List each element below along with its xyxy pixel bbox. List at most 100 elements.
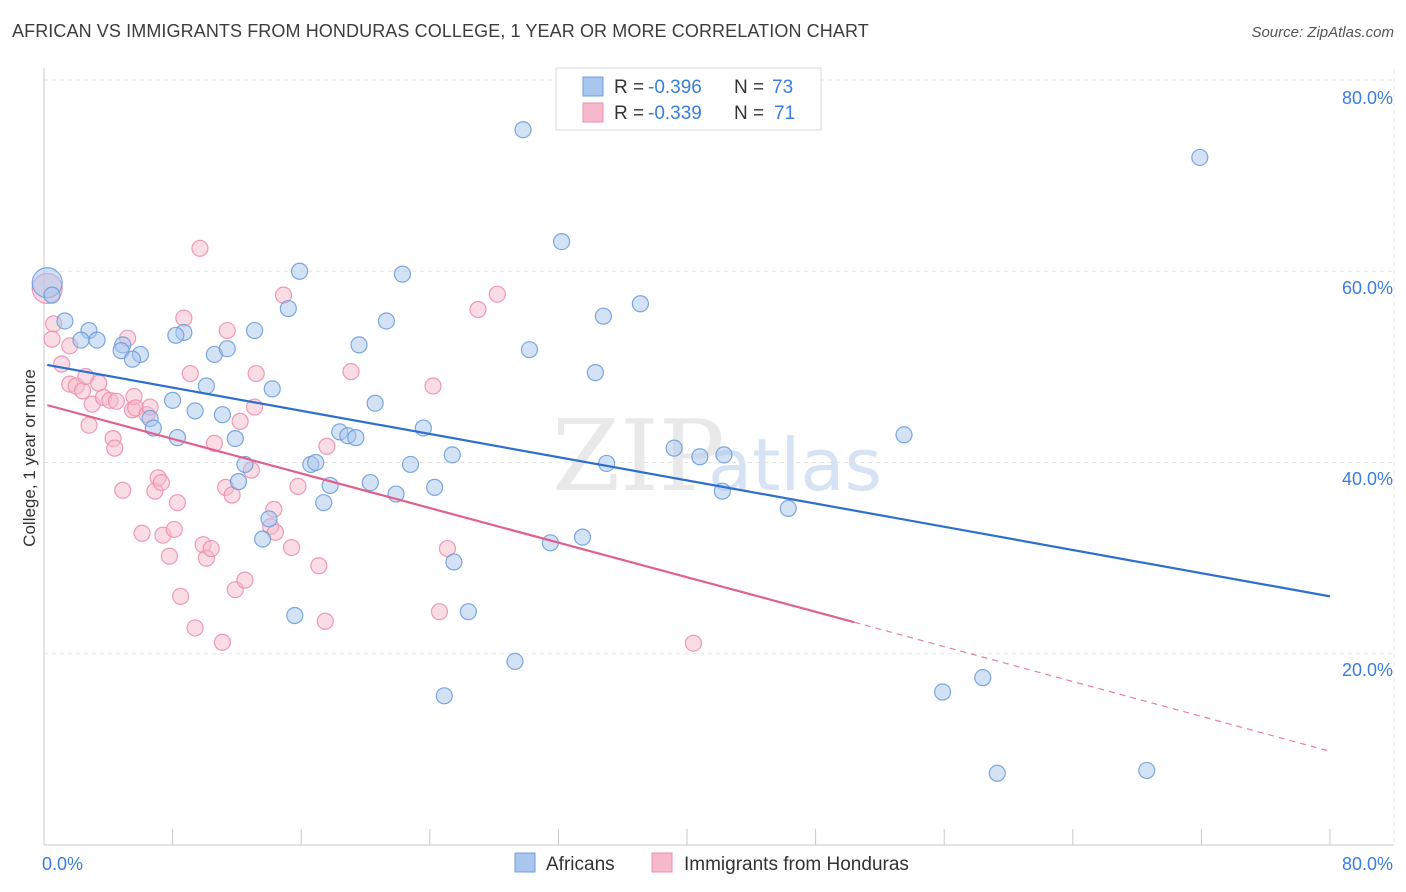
africans-point xyxy=(506,652,524,671)
africans-point xyxy=(263,380,281,398)
africans-point xyxy=(594,307,613,325)
africans-point xyxy=(445,553,463,571)
africans-point xyxy=(1138,761,1156,780)
honduras-point xyxy=(424,377,442,395)
africans-point xyxy=(72,331,90,349)
africans-point xyxy=(350,336,368,354)
bottom-legend-label-africans: Africans xyxy=(546,854,615,875)
africans-point xyxy=(974,669,992,687)
honduras-point xyxy=(310,557,328,575)
africans-point xyxy=(245,321,264,340)
africans-point xyxy=(443,446,461,464)
honduras-point xyxy=(43,330,61,348)
africans-point xyxy=(307,453,325,472)
bottom-legend: Africans Immigrants from Honduras xyxy=(514,852,909,875)
africans-point xyxy=(553,233,571,251)
y-tick-label-40: 40.0% xyxy=(1342,469,1393,489)
bottom-legend-swatch-honduras xyxy=(651,852,673,873)
trend-lines xyxy=(46,363,1331,752)
axes xyxy=(43,68,1394,846)
africans-point xyxy=(88,331,106,349)
honduras-point xyxy=(80,416,98,434)
africans-point xyxy=(123,350,142,368)
africans-point xyxy=(426,478,444,496)
africans-point xyxy=(393,265,412,283)
honduras-point xyxy=(175,309,193,327)
honduras-point xyxy=(160,547,178,565)
africans-point xyxy=(286,606,304,625)
legend-swatch-africans xyxy=(582,76,604,97)
honduras-point xyxy=(172,587,190,605)
africans-point xyxy=(218,340,236,358)
africans-point xyxy=(260,510,278,528)
africans-point xyxy=(665,439,683,457)
africans-point xyxy=(933,683,952,701)
africans-point xyxy=(290,262,309,280)
honduras-point xyxy=(202,539,220,558)
africans-points xyxy=(31,121,1209,782)
africans-point xyxy=(361,473,379,492)
top-legend: R = -0.396 N = 73 R = -0.339 N = 71 xyxy=(555,67,822,131)
africans-point xyxy=(1191,148,1209,167)
africans-point xyxy=(315,494,333,512)
source-label: Source: ZipAtlas.com xyxy=(1251,24,1394,41)
honduras-point xyxy=(152,473,170,492)
bottom-legend-swatch-africans xyxy=(514,852,536,873)
legend-swatch-honduras xyxy=(582,102,604,123)
legend-r-label-africans: R = xyxy=(614,77,644,98)
honduras-point xyxy=(181,364,199,383)
honduras-trend-line-extension xyxy=(854,621,1331,752)
honduras-point xyxy=(488,285,506,303)
africans-point xyxy=(514,121,532,139)
africans-point xyxy=(586,364,604,382)
honduras-point xyxy=(289,477,307,496)
africans-point xyxy=(229,473,248,491)
honduras-point xyxy=(316,612,334,630)
honduras-point xyxy=(469,300,487,319)
africans-point xyxy=(366,394,384,412)
africans-point xyxy=(435,687,453,705)
africans-point xyxy=(226,429,244,448)
honduras-point xyxy=(430,603,449,621)
honduras-point xyxy=(114,481,132,499)
africans-point xyxy=(573,528,592,546)
bottom-legend-label-honduras: Immigrants from Honduras xyxy=(684,854,909,875)
africans-point xyxy=(56,312,74,330)
honduras-point xyxy=(318,437,336,455)
honduras-point xyxy=(247,364,265,383)
honduras-point xyxy=(231,412,249,430)
honduras-point xyxy=(90,374,108,392)
honduras-point xyxy=(218,321,236,340)
africans-point xyxy=(213,406,232,424)
legend-r-value-honduras: -0.339 xyxy=(648,103,702,124)
honduras-point xyxy=(133,524,151,542)
y-tick-label-80: 80.0% xyxy=(1342,88,1393,108)
africans-point xyxy=(631,295,649,313)
africans-point xyxy=(347,429,365,447)
honduras-point xyxy=(106,439,124,457)
africans-point xyxy=(715,446,733,464)
honduras-point xyxy=(236,571,254,589)
africans-point xyxy=(598,454,616,473)
watermark-atlas: atlas xyxy=(708,423,882,507)
honduras-point xyxy=(342,363,360,381)
legend-n-label-honduras: N = xyxy=(734,103,764,124)
honduras-point xyxy=(282,539,301,557)
honduras-point xyxy=(213,633,232,651)
africans-point xyxy=(164,391,182,409)
africans-point xyxy=(459,603,477,621)
legend-n-value-africans: 73 xyxy=(772,77,793,98)
y-axis-title: College, 1 year or more xyxy=(20,369,39,547)
legend-n-label-africans: N = xyxy=(734,77,764,98)
africans-point xyxy=(779,499,797,517)
x-tick-label-0: 0.0% xyxy=(42,854,83,874)
legend-n-value-honduras: 71 xyxy=(774,103,795,124)
africans-point xyxy=(254,530,272,548)
honduras-point xyxy=(191,239,209,257)
africans-point xyxy=(186,402,204,420)
y-tick-label-60: 60.0% xyxy=(1342,278,1393,298)
africans-point xyxy=(691,448,709,466)
honduras-point xyxy=(168,494,187,512)
y-tick-label-20: 20.0% xyxy=(1342,660,1393,680)
